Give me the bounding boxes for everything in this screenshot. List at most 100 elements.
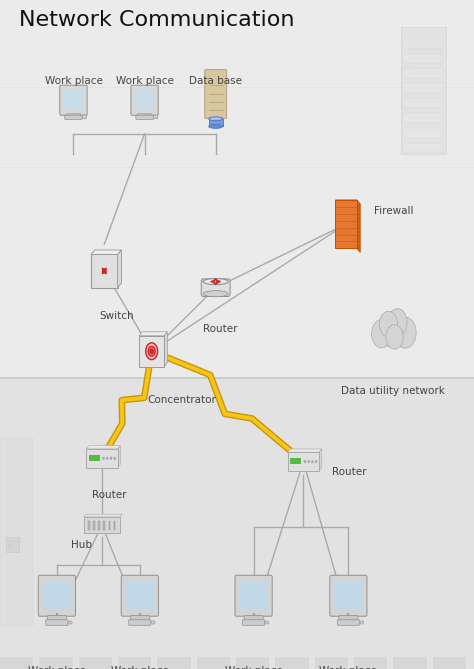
Polygon shape — [356, 200, 360, 252]
FancyBboxPatch shape — [337, 619, 359, 626]
Polygon shape — [118, 446, 120, 468]
FancyBboxPatch shape — [403, 128, 443, 138]
Text: Router: Router — [92, 490, 127, 500]
FancyBboxPatch shape — [65, 115, 82, 120]
FancyBboxPatch shape — [401, 27, 446, 154]
Ellipse shape — [360, 621, 364, 624]
FancyBboxPatch shape — [403, 142, 443, 153]
FancyBboxPatch shape — [99, 520, 100, 530]
FancyBboxPatch shape — [433, 657, 466, 669]
FancyBboxPatch shape — [403, 113, 443, 123]
FancyBboxPatch shape — [339, 615, 358, 621]
FancyBboxPatch shape — [130, 615, 149, 621]
Circle shape — [110, 457, 112, 460]
FancyBboxPatch shape — [197, 657, 230, 669]
Text: Work place: Work place — [319, 666, 377, 669]
FancyBboxPatch shape — [126, 582, 154, 609]
Ellipse shape — [209, 124, 223, 128]
FancyBboxPatch shape — [157, 657, 191, 669]
FancyBboxPatch shape — [86, 449, 118, 468]
Circle shape — [315, 460, 317, 463]
FancyBboxPatch shape — [330, 575, 367, 616]
FancyBboxPatch shape — [336, 200, 356, 248]
Polygon shape — [118, 250, 121, 288]
FancyBboxPatch shape — [60, 85, 87, 115]
Circle shape — [148, 347, 155, 356]
Ellipse shape — [151, 621, 155, 624]
FancyBboxPatch shape — [243, 619, 264, 626]
FancyBboxPatch shape — [403, 39, 443, 49]
Polygon shape — [84, 514, 122, 517]
FancyBboxPatch shape — [403, 98, 443, 108]
FancyBboxPatch shape — [403, 83, 443, 93]
Text: --- ---: --- --- — [393, 209, 410, 215]
FancyBboxPatch shape — [0, 657, 33, 669]
FancyBboxPatch shape — [244, 615, 263, 621]
FancyBboxPatch shape — [315, 657, 348, 669]
FancyBboxPatch shape — [82, 115, 86, 119]
Circle shape — [102, 457, 104, 460]
Ellipse shape — [68, 621, 72, 624]
FancyBboxPatch shape — [136, 115, 153, 120]
FancyBboxPatch shape — [393, 657, 427, 669]
Polygon shape — [139, 332, 167, 336]
FancyBboxPatch shape — [89, 454, 100, 461]
Text: Work place: Work place — [111, 666, 169, 669]
Text: Network Communication: Network Communication — [19, 10, 294, 30]
Circle shape — [146, 343, 158, 360]
FancyBboxPatch shape — [91, 254, 118, 288]
Circle shape — [114, 457, 116, 460]
FancyBboxPatch shape — [0, 438, 33, 626]
Polygon shape — [164, 332, 167, 367]
Circle shape — [394, 317, 416, 348]
Text: Data base: Data base — [189, 76, 242, 86]
Ellipse shape — [203, 278, 228, 284]
Polygon shape — [86, 446, 120, 449]
FancyBboxPatch shape — [209, 118, 223, 126]
FancyBboxPatch shape — [410, 41, 441, 74]
FancyBboxPatch shape — [135, 90, 155, 110]
FancyBboxPatch shape — [236, 657, 269, 669]
FancyBboxPatch shape — [154, 115, 157, 119]
FancyBboxPatch shape — [139, 336, 164, 367]
Ellipse shape — [209, 117, 223, 120]
FancyBboxPatch shape — [47, 615, 66, 621]
Ellipse shape — [265, 621, 269, 624]
FancyBboxPatch shape — [79, 657, 112, 669]
FancyBboxPatch shape — [38, 575, 75, 616]
Circle shape — [379, 311, 398, 337]
FancyBboxPatch shape — [288, 452, 319, 471]
Text: Router: Router — [332, 467, 366, 476]
Polygon shape — [91, 250, 121, 254]
Text: Work place: Work place — [28, 666, 86, 669]
FancyBboxPatch shape — [201, 279, 230, 296]
FancyBboxPatch shape — [121, 575, 158, 616]
Polygon shape — [336, 200, 360, 204]
FancyBboxPatch shape — [84, 517, 120, 533]
FancyBboxPatch shape — [205, 70, 227, 118]
Text: Work place: Work place — [45, 76, 102, 86]
Circle shape — [304, 460, 306, 463]
FancyBboxPatch shape — [88, 520, 90, 530]
FancyBboxPatch shape — [43, 582, 71, 609]
Text: Concentrator: Concentrator — [147, 395, 216, 405]
Circle shape — [372, 320, 392, 348]
FancyBboxPatch shape — [334, 582, 363, 609]
FancyBboxPatch shape — [0, 0, 474, 378]
FancyBboxPatch shape — [93, 520, 95, 530]
FancyBboxPatch shape — [0, 378, 474, 669]
FancyBboxPatch shape — [114, 520, 116, 530]
Polygon shape — [319, 449, 322, 471]
FancyBboxPatch shape — [109, 520, 110, 530]
Text: Router: Router — [203, 324, 237, 334]
FancyBboxPatch shape — [118, 657, 151, 669]
Text: Data utility network: Data utility network — [341, 387, 446, 396]
FancyBboxPatch shape — [129, 619, 151, 626]
Text: Switch: Switch — [100, 311, 134, 321]
FancyBboxPatch shape — [64, 90, 83, 110]
FancyBboxPatch shape — [235, 575, 272, 616]
FancyBboxPatch shape — [39, 657, 73, 669]
FancyBboxPatch shape — [6, 537, 19, 552]
Text: Work place: Work place — [225, 666, 283, 669]
FancyBboxPatch shape — [66, 114, 81, 117]
